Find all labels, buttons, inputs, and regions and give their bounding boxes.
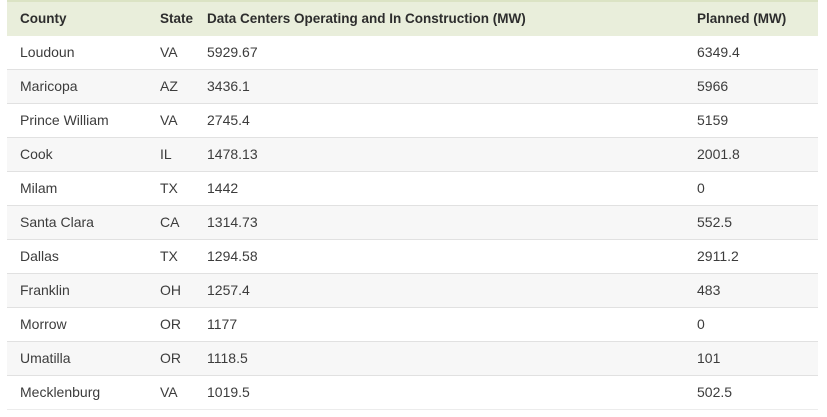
cell-county: Umatilla bbox=[20, 350, 71, 366]
cell-county: Prince William bbox=[20, 112, 109, 128]
table-row: Maricopa AZ 3436.1 5966 bbox=[7, 69, 818, 104]
cell-county: Mecklenburg bbox=[20, 384, 101, 400]
cell-county: Dallas bbox=[20, 248, 59, 264]
cell-county: Loudoun bbox=[20, 44, 75, 60]
cell-state: AZ bbox=[160, 78, 178, 94]
cell-operating: 5929.67 bbox=[207, 44, 258, 60]
column-header-planned: Planned (MW) bbox=[684, 0, 818, 36]
cell-planned: 2911.2 bbox=[697, 248, 739, 264]
cell-county: Franklin bbox=[20, 282, 70, 298]
cell-operating: 1442 bbox=[207, 180, 239, 196]
table-row: Cook IL 1478.13 2001.8 bbox=[7, 137, 818, 172]
cell-state: OH bbox=[160, 282, 181, 298]
table-header-row: County State Data Centers Operating and … bbox=[7, 0, 818, 36]
table-row: Santa Clara CA 1314.73 552.5 bbox=[7, 205, 818, 240]
table-row: Prince William VA 2745.4 5159 bbox=[7, 103, 818, 138]
table-row: Milam TX 1442 0 bbox=[7, 171, 818, 206]
cell-county: Morrow bbox=[20, 316, 67, 332]
cell-state: OR bbox=[160, 316, 181, 332]
cell-operating: 1257.4 bbox=[207, 282, 250, 298]
cell-planned: 5966 bbox=[697, 78, 729, 94]
table-row: Franklin OH 1257.4 483 bbox=[7, 273, 818, 308]
table-row: Umatilla OR 1118.5 101 bbox=[7, 341, 818, 376]
data-center-table-container: County State Data Centers Operating and … bbox=[7, 0, 818, 410]
cell-state: TX bbox=[160, 180, 178, 196]
table-row: Mecklenburg VA 1019.5 502.5 bbox=[7, 375, 818, 410]
cell-planned: 552.5 bbox=[697, 214, 733, 230]
column-header-state: State bbox=[147, 0, 194, 36]
cell-planned: 6349.4 bbox=[697, 44, 740, 60]
cell-operating: 1019.5 bbox=[207, 384, 250, 400]
cell-state: TX bbox=[160, 248, 178, 264]
cell-state: VA bbox=[160, 44, 178, 60]
cell-planned: 0 bbox=[697, 316, 705, 332]
cell-county: Maricopa bbox=[20, 78, 78, 94]
cell-planned: 483 bbox=[697, 282, 721, 298]
table-body: Loudoun VA 5929.67 6349.4 Maricopa AZ 3436.1 59… bbox=[7, 36, 818, 410]
cell-planned: 2001.8 bbox=[697, 146, 740, 162]
cell-county: Cook bbox=[20, 146, 53, 162]
column-header-operating: Data Centers Operating and In Constructi… bbox=[194, 0, 684, 36]
cell-state: CA bbox=[160, 214, 180, 230]
cell-operating: 3436.1 bbox=[207, 78, 250, 94]
cell-operating: 2745.4 bbox=[207, 112, 250, 128]
column-header-county: County bbox=[7, 0, 147, 36]
cell-state: VA bbox=[160, 112, 178, 128]
cell-county: Santa Clara bbox=[20, 214, 94, 230]
cell-operating: 1478.13 bbox=[207, 146, 258, 162]
cell-operating: 1177 bbox=[207, 316, 238, 332]
cell-planned: 101 bbox=[697, 350, 721, 366]
cell-state: IL bbox=[160, 146, 172, 162]
cell-planned: 5159 bbox=[697, 112, 729, 128]
data-center-table: County State Data Centers Operating and … bbox=[7, 0, 818, 410]
cell-operating: 1294.58 bbox=[207, 248, 258, 264]
table-header: County State Data Centers Operating and … bbox=[7, 0, 818, 36]
cell-state: OR bbox=[160, 350, 181, 366]
cell-planned: 0 bbox=[697, 180, 705, 196]
cell-operating: 1118.5 bbox=[207, 350, 248, 366]
table-row: Loudoun VA 5929.67 6349.4 bbox=[7, 36, 818, 70]
cell-county: Milam bbox=[20, 180, 58, 196]
cell-operating: 1314.73 bbox=[207, 214, 258, 230]
cell-state: VA bbox=[160, 384, 178, 400]
table-row: Dallas TX 1294.58 2911.2 bbox=[7, 239, 818, 274]
table-row: Morrow OR 1177 0 bbox=[7, 307, 818, 342]
cell-planned: 502.5 bbox=[697, 384, 733, 400]
